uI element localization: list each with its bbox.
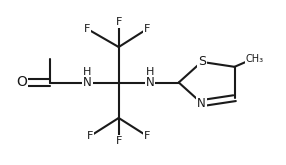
Text: F: F bbox=[84, 24, 90, 34]
Text: CH₃: CH₃ bbox=[245, 54, 264, 64]
Text: N: N bbox=[197, 97, 206, 110]
Text: S: S bbox=[198, 55, 206, 68]
Text: F: F bbox=[116, 136, 122, 146]
Text: F: F bbox=[87, 131, 93, 141]
Text: F: F bbox=[144, 131, 150, 141]
Text: O: O bbox=[16, 76, 27, 89]
Text: N: N bbox=[83, 76, 92, 89]
Text: N: N bbox=[146, 76, 154, 89]
Text: H: H bbox=[83, 67, 92, 77]
Text: F: F bbox=[116, 17, 122, 27]
Text: H: H bbox=[146, 67, 154, 77]
Text: F: F bbox=[144, 24, 150, 34]
